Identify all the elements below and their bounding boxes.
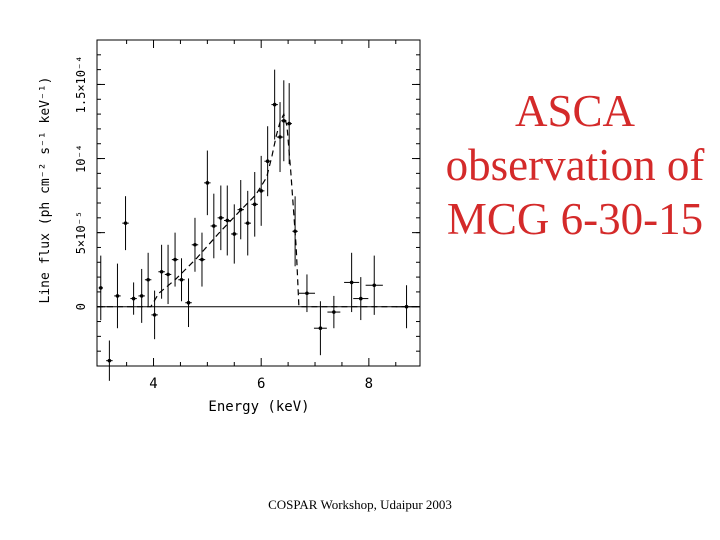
point-marker — [278, 135, 282, 139]
point-marker — [349, 280, 354, 285]
point-marker — [173, 257, 177, 262]
data-point — [106, 340, 113, 381]
data-point — [313, 301, 327, 356]
data-point — [114, 263, 121, 329]
point-marker — [159, 269, 164, 274]
data-point — [210, 193, 218, 259]
data-point — [231, 204, 238, 264]
data-point — [237, 180, 244, 240]
data-point — [144, 252, 152, 307]
data-point — [244, 190, 251, 256]
y-tick-label: 1.5×10⁻⁴ — [74, 56, 88, 114]
data-point — [171, 232, 179, 287]
slide-title-line-2: observation of — [445, 140, 705, 190]
data-point — [257, 155, 265, 226]
point-marker — [205, 181, 210, 185]
y-tick-label: 0 — [74, 303, 88, 310]
point-marker — [272, 102, 277, 107]
point-marker — [404, 304, 409, 309]
data-point — [264, 126, 271, 197]
data-point — [158, 244, 165, 299]
x-tick-label: 4 — [149, 376, 157, 392]
point-marker — [252, 202, 257, 207]
data-point — [271, 69, 278, 140]
plot-frame — [96, 39, 421, 367]
point-marker — [186, 300, 191, 305]
point-marker — [98, 286, 103, 290]
slide-title-line-3: MCG 6-30-15 — [446, 194, 704, 244]
data-point — [130, 282, 137, 315]
model-layer — [97, 112, 420, 308]
point-marker — [232, 232, 237, 236]
data-point — [204, 150, 211, 216]
data-point — [251, 172, 258, 237]
footer-caption: COSPAR Workshop, Udaipur 2003 — [268, 497, 452, 512]
point-marker — [200, 257, 204, 262]
data-point — [217, 185, 225, 251]
point-marker — [265, 159, 270, 164]
data-point — [286, 83, 292, 165]
data-point — [224, 185, 231, 256]
point-marker — [332, 310, 336, 314]
point-marker — [131, 296, 136, 301]
x-tick-label: 6 — [257, 376, 265, 392]
point-marker — [146, 277, 150, 282]
data-point — [281, 80, 287, 162]
point-marker — [358, 296, 363, 301]
point-marker — [139, 294, 144, 298]
point-marker — [259, 189, 263, 193]
point-marker — [245, 221, 250, 225]
data-point — [98, 255, 103, 321]
point-marker — [107, 358, 112, 363]
data-point — [365, 255, 383, 315]
point-marker — [305, 291, 309, 296]
data-point — [395, 285, 418, 329]
point-marker — [287, 121, 291, 126]
point-marker — [193, 242, 197, 247]
data-point — [298, 274, 316, 313]
data-points-layer — [98, 69, 418, 381]
point-marker — [166, 272, 170, 277]
point-marker — [115, 294, 120, 298]
point-marker — [123, 221, 128, 225]
x-tick-label: 8 — [365, 376, 373, 392]
point-marker — [225, 218, 230, 223]
data-point — [276, 102, 284, 173]
data-point — [292, 196, 298, 267]
point-marker — [372, 283, 377, 288]
y-axis-label: Line flux (ph cm⁻² s⁻¹ keV⁻¹) — [38, 77, 53, 304]
data-point — [198, 232, 206, 287]
data-point — [164, 244, 172, 305]
data-point — [344, 252, 360, 313]
data-point — [191, 217, 199, 272]
data-point — [353, 277, 369, 321]
data-point — [151, 290, 158, 340]
model-dashed-line — [97, 112, 420, 308]
point-marker — [152, 313, 157, 317]
y-tick-label: 10⁻⁴ — [74, 144, 88, 173]
slide-title-line-1: ASCA — [514, 86, 636, 136]
y-tick-label: 5×10⁻⁵ — [74, 211, 88, 254]
point-marker — [238, 207, 243, 212]
data-point — [185, 278, 192, 328]
point-marker — [282, 118, 286, 123]
point-marker — [219, 216, 223, 220]
point-marker — [293, 229, 297, 234]
point-marker — [212, 224, 216, 228]
data-point — [122, 196, 129, 251]
data-point — [138, 268, 145, 323]
data-point — [327, 295, 341, 329]
data-point — [178, 258, 185, 302]
point-marker — [179, 277, 184, 282]
x-axis-label: Energy (keV) — [208, 399, 309, 415]
point-marker — [318, 326, 323, 331]
